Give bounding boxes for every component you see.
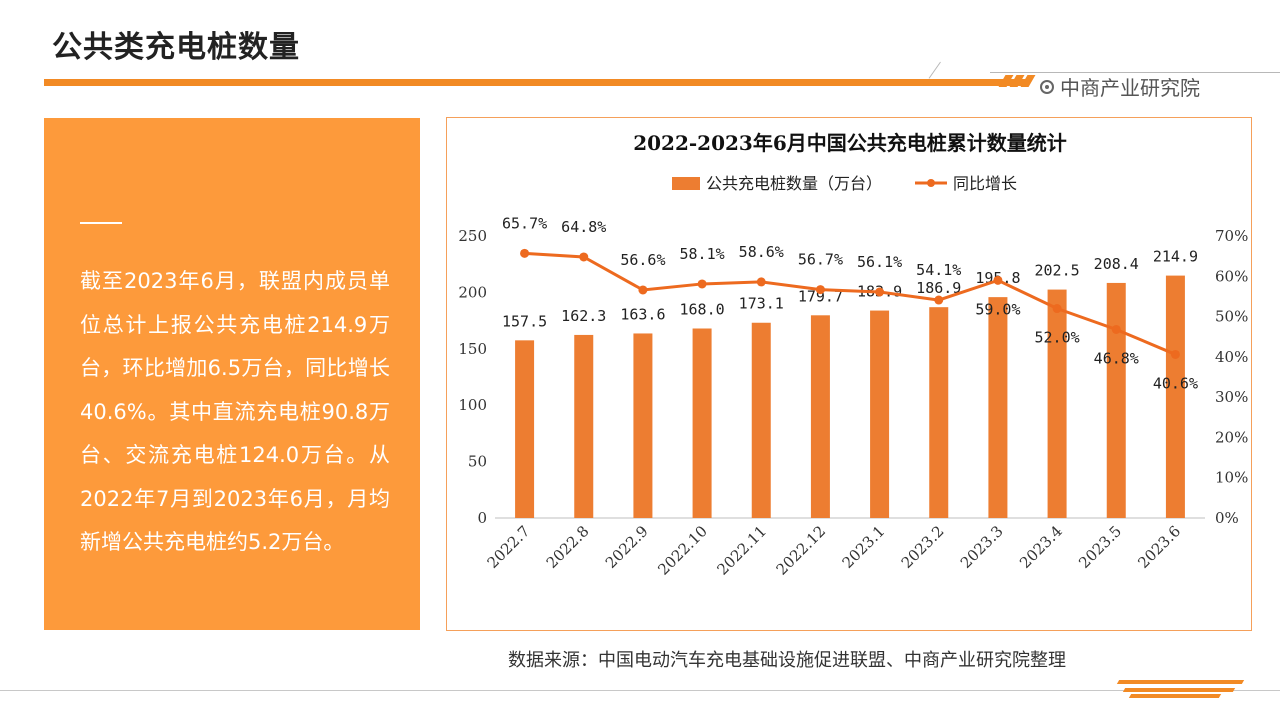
bar [1106,282,1126,518]
growth-value-label: 54.1% [916,261,961,279]
x-tick-label: 2022.7 [484,522,534,572]
bar-value-label: 163.6 [620,305,665,323]
summary-panel: 截至2023年6月，联盟内成员单位总计上报公共充电桩214.9万台，环比增加6.… [44,118,420,630]
growth-value-label: 64.8% [561,218,606,236]
chart-title: 2022-2023年6月中国公共充电桩累计数量统计 [633,131,1067,155]
y2-tick-label: 40% [1215,348,1248,366]
growth-line [524,251,1177,356]
y-tick-label: 250 [458,227,487,245]
x-tick-label: 2022.9 [602,522,652,572]
bar [810,315,830,518]
y-tick-label: 150 [458,340,487,358]
bar [870,310,890,518]
growth-point [1052,304,1062,314]
bar [751,322,771,518]
x-tick-label: 2022.12 [773,522,830,579]
bar-value-label: 179.7 [798,287,843,305]
bar [1047,289,1067,518]
bar-value-label: 173.1 [739,295,784,313]
x-tick-label: 2023.5 [1075,522,1125,572]
growth-point [697,279,707,289]
y2-tick-label: 30% [1215,388,1248,406]
x-tick-label: 2023.3 [957,522,1007,572]
y2-tick-label: 0% [1215,509,1239,527]
bar-value-label: 186.9 [916,279,961,297]
summary-rule [80,222,122,224]
footer-line [0,690,1280,691]
y-tick-label: 0 [477,509,487,527]
data-source: 数据来源：中国电动汽车充电基础设施促进联盟、中商产业研究院整理 [508,650,1066,671]
growth-value-label: 58.6% [739,243,784,261]
bar [692,328,712,518]
x-tick-label: 2023.6 [1134,522,1184,572]
bar [929,307,949,518]
growth-value-label: 59.0% [975,300,1020,318]
title-divider-slant [928,61,941,79]
growth-point [579,252,589,262]
growth-point [993,275,1003,285]
bar [633,333,653,518]
legend-line-label: 同比增长 [953,174,1017,193]
growth-value-label: 46.8% [1094,349,1139,367]
bar [988,297,1008,518]
growth-value-label: 56.1% [857,253,902,271]
growth-value-label: 56.6% [620,251,665,269]
combo-chart: 2022-2023年6月中国公共充电桩累计数量统计 公共充电桩数量（万台） 同比… [458,131,1248,579]
y2-tick-label: 10% [1215,469,1248,487]
growth-point [1170,349,1180,359]
y-tick-label: 100 [458,396,487,414]
bar [515,340,535,518]
growth-value-label: 52.0% [1035,329,1080,347]
y-tick-label: 200 [458,283,487,301]
x-tick-label: 2023.1 [839,522,889,572]
bar-value-label: 168.0 [680,300,725,318]
legend-line-marker [927,179,935,187]
bar-value-label: 162.3 [561,307,606,325]
brand-logo-icon [1040,79,1054,94]
summary-text: 截至2023年6月，联盟内成员单位总计上报公共充电桩214.9万台，环比增加6.… [80,269,390,554]
bar [574,334,594,518]
page-title: 公共类充电桩数量 [52,30,300,65]
accent-stripes [998,75,1036,87]
growth-point [815,285,825,295]
legend-bar-label: 公共充电桩数量（万台） [706,174,882,193]
x-tick-label: 2022.11 [713,522,770,579]
growth-value-label: 56.7% [798,251,843,269]
brand-name: 中商产业研究院 [1060,76,1200,100]
growth-value-label: 40.6% [1153,374,1198,392]
footer-stripes [1116,680,1245,698]
growth-point [756,277,766,287]
growth-point [1111,324,1121,334]
brand: 中商产业研究院 [1040,72,1200,101]
x-tick-label: 2022.10 [654,522,711,579]
chart-legend: 公共充电桩数量（万台） 同比增长 [672,174,1017,193]
growth-point [638,285,648,295]
bar-value-label: 157.5 [502,312,547,330]
growth-point [520,248,530,258]
chart-frame: 2022-2023年6月中国公共充电桩累计数量统计 公共充电桩数量（万台） 同比… [446,117,1252,631]
legend-bar-swatch [672,177,700,190]
y2-tick-label: 50% [1215,308,1248,326]
x-tick-label: 2022.8 [543,522,593,572]
bar-value-label: 202.5 [1035,262,1080,280]
growth-value-label: 65.7% [502,214,547,232]
growth-value-label: 58.1% [680,245,725,263]
growth-point [875,287,885,297]
growth-point [934,295,944,305]
title-divider-line [990,72,1280,73]
y2-tick-label: 20% [1215,428,1248,446]
bar-value-label: 214.9 [1153,248,1198,266]
y2-tick-label: 60% [1215,267,1248,285]
x-tick-label: 2023.4 [1016,522,1066,572]
x-tick-label: 2023.2 [898,522,948,572]
bar [1165,275,1185,518]
y2-tick-label: 70% [1215,227,1248,245]
title-accent-bar [44,79,1029,86]
y-tick-label: 50 [468,453,487,471]
bar-value-label: 208.4 [1094,255,1139,273]
